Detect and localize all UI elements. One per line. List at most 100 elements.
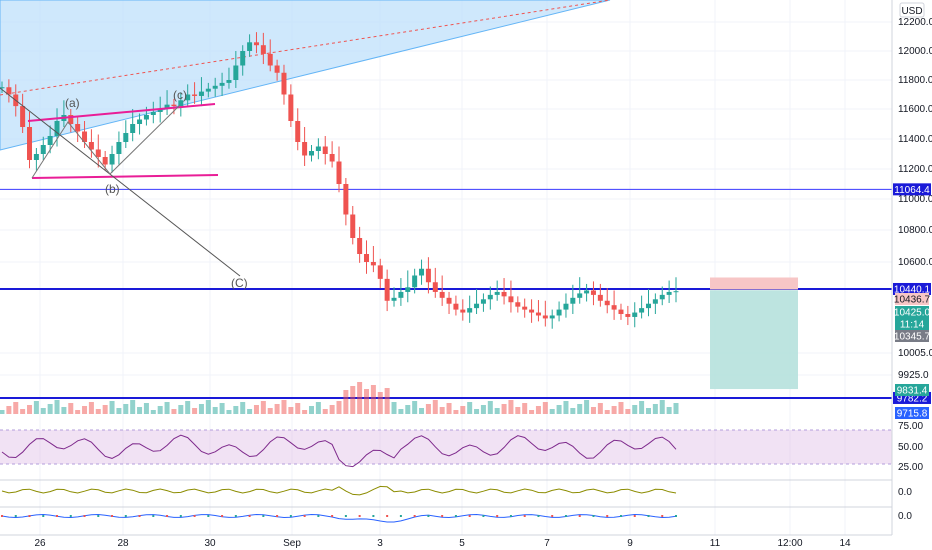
- dashed-trend-line[interactable]: [0, 0, 611, 96]
- candle-body[interactable]: [130, 124, 136, 133]
- candle-body[interactable]: [336, 161, 342, 185]
- candle-body[interactable]: [157, 109, 163, 112]
- candle-body[interactable]: [164, 104, 170, 109]
- candle-body[interactable]: [178, 100, 184, 107]
- candle-body[interactable]: [185, 94, 191, 101]
- candle-body[interactable]: [508, 296, 514, 303]
- candle-body[interactable]: [584, 290, 590, 294]
- candle-body[interactable]: [226, 80, 232, 83]
- candle-body[interactable]: [82, 131, 88, 143]
- candle-body[interactable]: [563, 303, 569, 310]
- candle-body[interactable]: [198, 91, 204, 96]
- price-tag[interactable]: [895, 330, 929, 342]
- candle-body[interactable]: [95, 149, 101, 158]
- candle-body[interactable]: [343, 184, 349, 215]
- price-tag[interactable]: [895, 384, 929, 396]
- candle-body[interactable]: [377, 265, 383, 279]
- wave-c-line[interactable]: [0, 87, 241, 277]
- price-tag[interactable]: [895, 306, 929, 318]
- candle-body[interactable]: [192, 94, 198, 96]
- candle-body[interactable]: [329, 154, 335, 162]
- candle-body[interactable]: [391, 297, 397, 301]
- candle-body[interactable]: [302, 142, 308, 156]
- candle-body[interactable]: [6, 87, 12, 95]
- level-price-tag[interactable]: [893, 282, 931, 295]
- candle-body[interactable]: [75, 124, 81, 132]
- candle-body[interactable]: [54, 121, 60, 136]
- candle-body[interactable]: [419, 268, 425, 276]
- rsi-line[interactable]: [1, 434, 677, 468]
- wave-upper-line[interactable]: [27, 103, 216, 122]
- candle-body[interactable]: [150, 112, 156, 115]
- candle-body[interactable]: [673, 291, 679, 293]
- candle-body[interactable]: [205, 88, 211, 92]
- price-tag[interactable]: [895, 293, 929, 305]
- candle-body[interactable]: [590, 290, 596, 295]
- candle-body[interactable]: [247, 42, 253, 51]
- candle-body[interactable]: [219, 82, 225, 86]
- candle-body[interactable]: [652, 299, 658, 304]
- candle-body[interactable]: [27, 127, 33, 160]
- candle-body[interactable]: [233, 65, 239, 81]
- candle-body[interactable]: [522, 306, 528, 310]
- candle-body[interactable]: [350, 214, 356, 239]
- candle-body[interactable]: [357, 238, 363, 254]
- candle-body[interactable]: [281, 72, 287, 95]
- oscillator-line[interactable]: [1, 485, 677, 496]
- candle-body[interactable]: [570, 297, 576, 304]
- candle-body[interactable]: [659, 294, 665, 300]
- candle-body[interactable]: [47, 136, 53, 145]
- candle-body[interactable]: [370, 262, 376, 266]
- candle-body[interactable]: [295, 121, 301, 142]
- wave-lower-line[interactable]: [31, 174, 219, 179]
- candle-body[interactable]: [143, 115, 149, 120]
- candle-body[interactable]: [474, 303, 480, 309]
- candle-body[interactable]: [364, 254, 370, 262]
- candle-body[interactable]: [501, 291, 507, 297]
- candle-body[interactable]: [384, 278, 390, 301]
- candle-body[interactable]: [33, 154, 39, 160]
- candle-body[interactable]: [549, 315, 555, 319]
- candle-body[interactable]: [453, 303, 459, 310]
- candle-body[interactable]: [480, 299, 486, 304]
- candle-body[interactable]: [137, 119, 143, 125]
- candle-body[interactable]: [460, 309, 466, 313]
- candle-body[interactable]: [625, 314, 631, 317]
- candle-body[interactable]: [171, 104, 177, 107]
- candle-body[interactable]: [467, 308, 473, 313]
- candle-body[interactable]: [494, 291, 500, 295]
- position-stop-zone[interactable]: [710, 277, 798, 290]
- candle-body[interactable]: [577, 293, 583, 298]
- candle-body[interactable]: [260, 45, 266, 54]
- price-tag[interactable]: [895, 407, 929, 419]
- candle-body[interactable]: [604, 300, 610, 306]
- candle-body[interactable]: [439, 291, 445, 298]
- candle-body[interactable]: [542, 315, 548, 319]
- candle-body[interactable]: [267, 53, 273, 66]
- candle-body[interactable]: [123, 133, 129, 142]
- candle-body[interactable]: [68, 115, 74, 124]
- candle-body[interactable]: [446, 297, 452, 304]
- candle-body[interactable]: [0, 87, 5, 89]
- candle-body[interactable]: [212, 85, 218, 89]
- candle-body[interactable]: [432, 282, 438, 292]
- candle-body[interactable]: [597, 294, 603, 301]
- candle-body[interactable]: [639, 308, 645, 313]
- candle-body[interactable]: [535, 312, 541, 316]
- candle-body[interactable]: [102, 157, 108, 165]
- candle-body[interactable]: [322, 146, 328, 155]
- candle-body[interactable]: [253, 42, 259, 46]
- candle-body[interactable]: [412, 275, 418, 288]
- candle-body[interactable]: [529, 309, 535, 313]
- position-target-zone[interactable]: [710, 290, 798, 390]
- candle-body[interactable]: [116, 142, 122, 154]
- level-price-tag[interactable]: [893, 183, 931, 196]
- wave-zigzag[interactable]: [31, 104, 181, 179]
- candle-body[interactable]: [618, 309, 624, 315]
- candle-body[interactable]: [632, 312, 638, 317]
- candle-body[interactable]: [515, 302, 521, 307]
- currency-badge[interactable]: [899, 2, 925, 18]
- candle-body[interactable]: [645, 303, 651, 309]
- macd-line[interactable]: [1, 513, 677, 523]
